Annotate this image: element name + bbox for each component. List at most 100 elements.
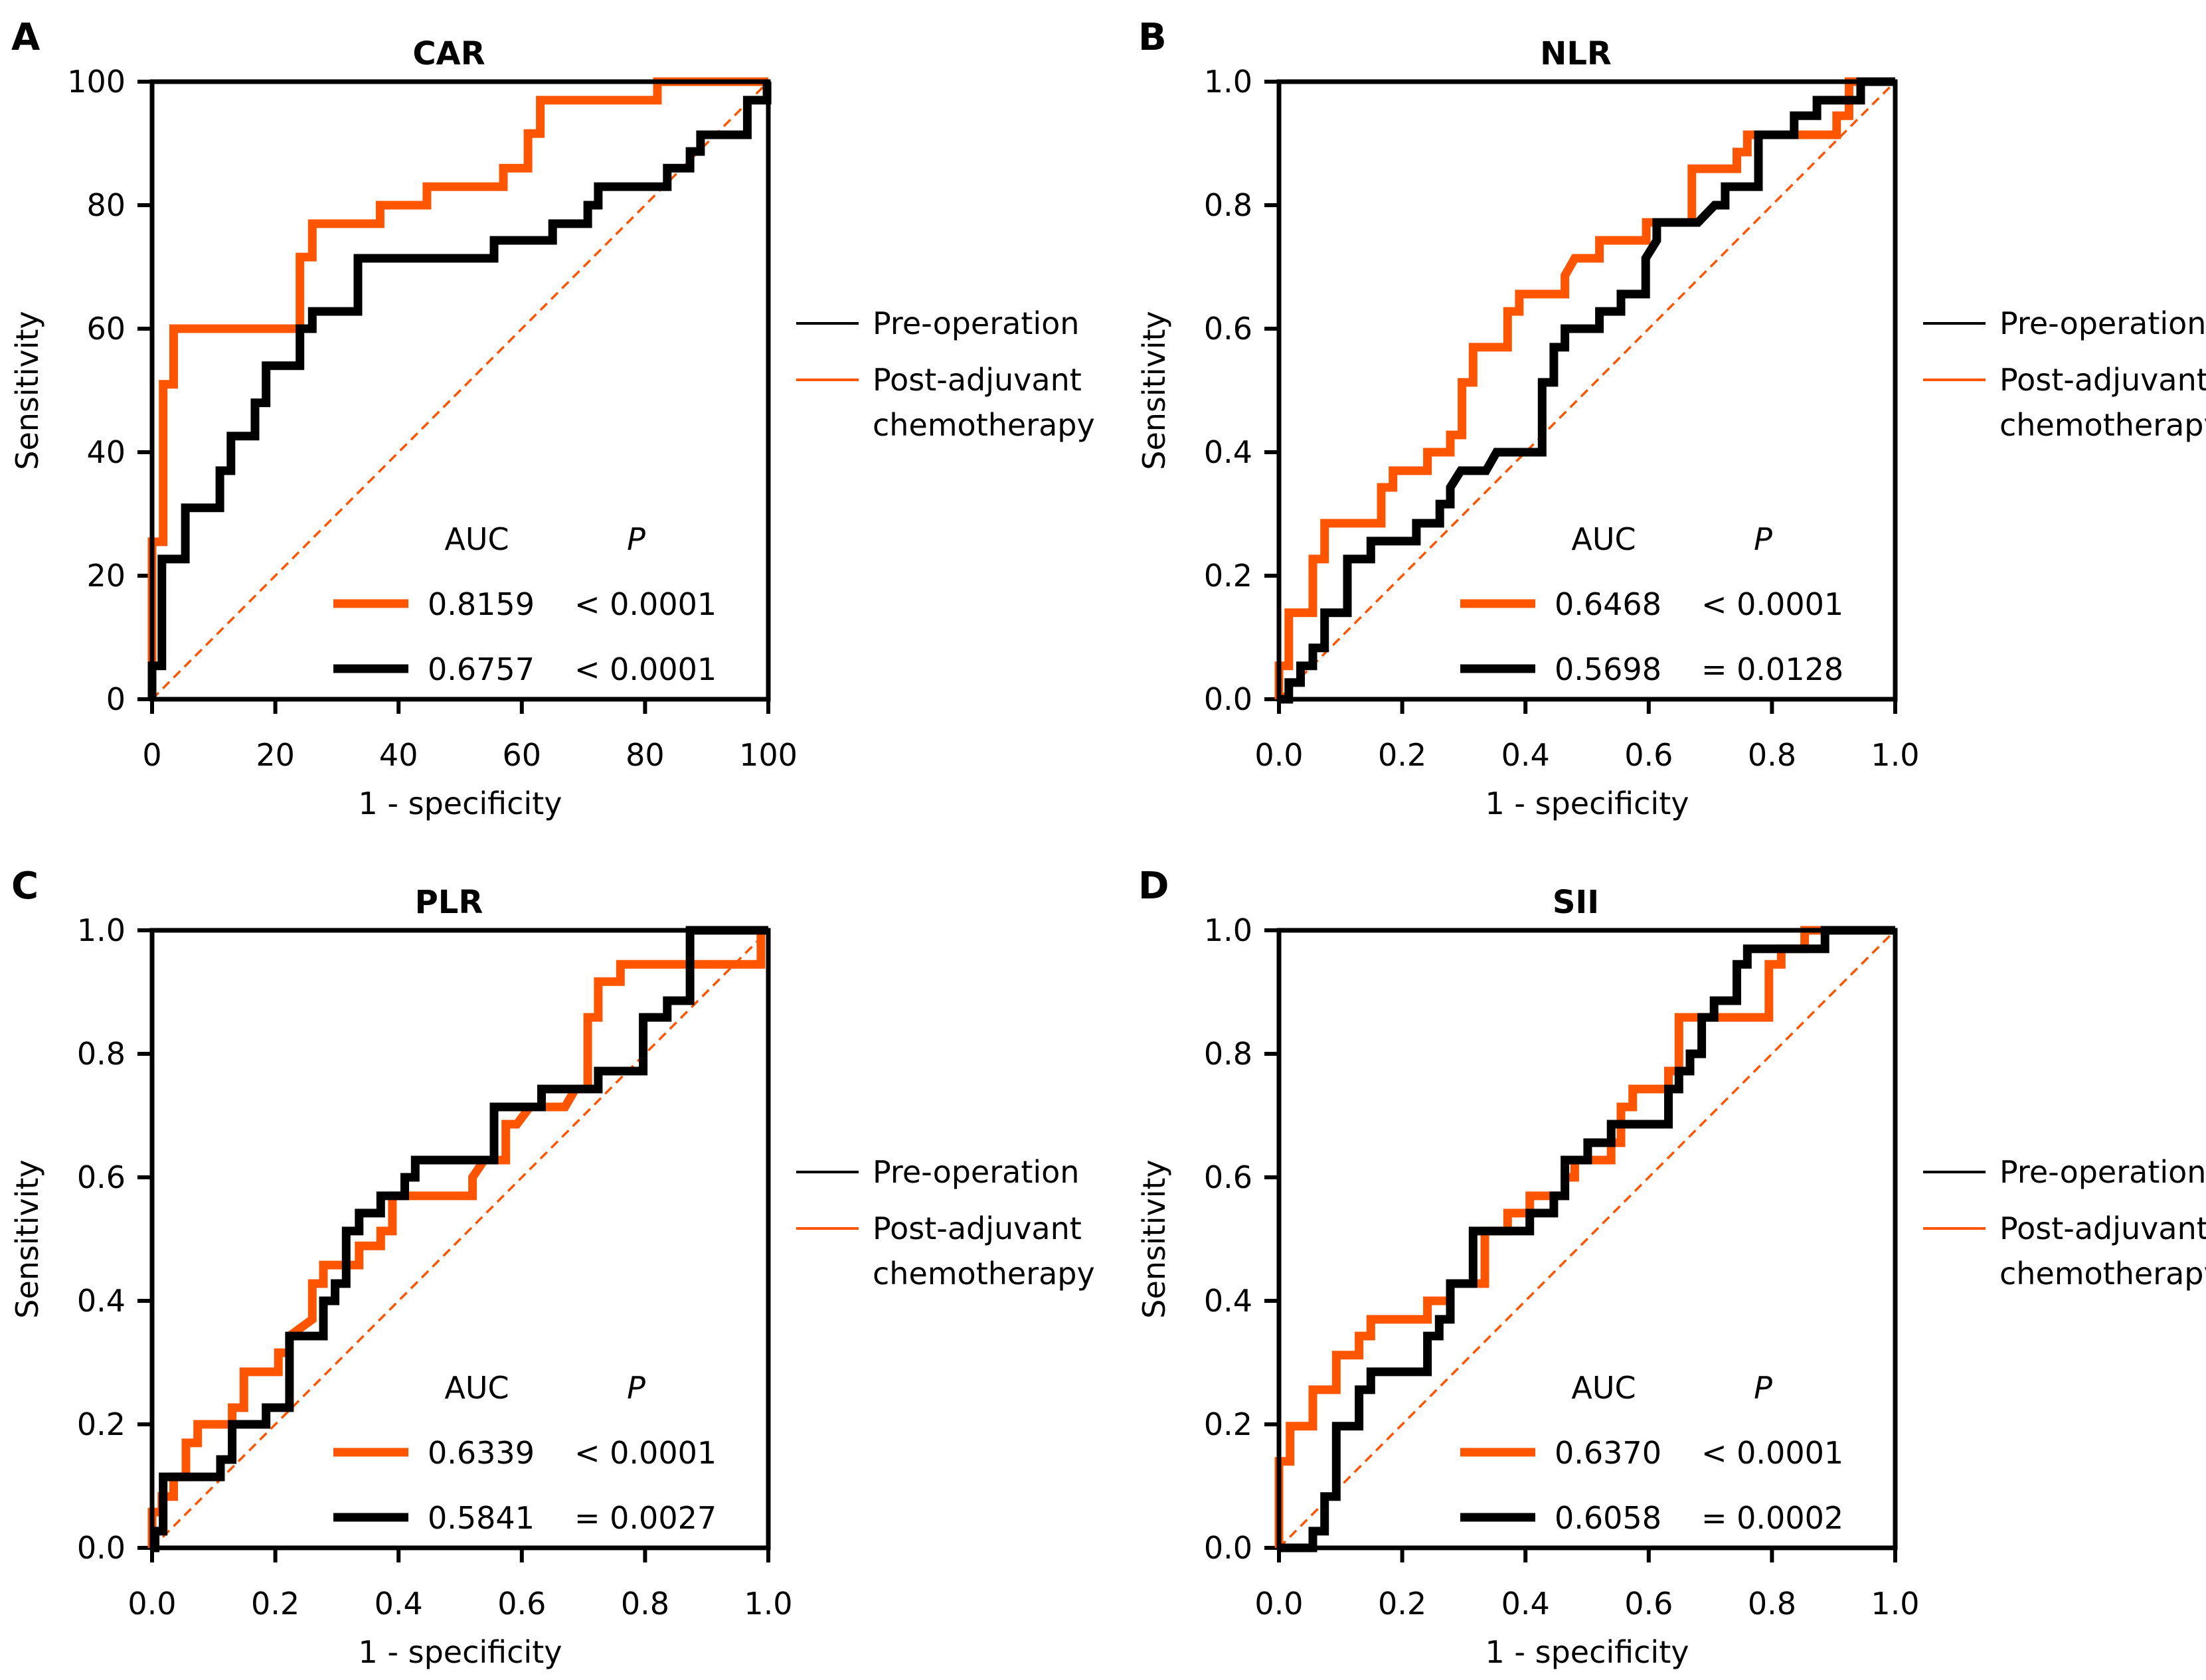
y-tick-label: 0.2 (1204, 558, 1252, 594)
x-tick-label: 1.0 (744, 1586, 792, 1622)
y-tick-label: 20 (86, 558, 126, 594)
legend-label-post-adjuvant: Post-adjuvant (1999, 362, 2206, 398)
x-tick-label: 0.4 (375, 1586, 423, 1622)
p-header: P (1754, 521, 1772, 557)
y-axis-label: Sensitivity (1136, 1159, 1172, 1318)
x-axis-label: 1 - specificity (359, 1634, 562, 1670)
p-value: = 0.0027 (574, 1500, 717, 1536)
y-tick-label: 1.0 (1204, 912, 1252, 948)
p-header: P (627, 1370, 645, 1406)
auc-header: AUC (444, 521, 509, 557)
x-axis-label: 1 - specificity (1485, 786, 1689, 821)
roc-curve-pre-operation (1279, 926, 1895, 1553)
auc-value: 0.6468 (1555, 586, 1661, 622)
auc-header: AUC (444, 1370, 509, 1406)
chart-title: NLR (1540, 35, 1612, 72)
y-tick-label: 0.6 (1204, 1159, 1252, 1195)
chart-title: PLR (415, 884, 483, 921)
x-tick-label: 0 (142, 737, 161, 773)
roc-curve-pre-operation (1279, 77, 1895, 704)
legend-label-chemotherapy: chemotherapy (1999, 1256, 2206, 1292)
x-tick-label: 40 (379, 737, 418, 773)
legend-label-post-adjuvant: Post-adjuvant (873, 1211, 1082, 1246)
legend-label-chemotherapy: chemotherapy (873, 407, 1095, 443)
x-tick-label: 0.2 (251, 1586, 299, 1622)
p-value: < 0.0001 (574, 586, 717, 622)
panel-letter: C (11, 865, 39, 908)
auc-value: 0.5841 (428, 1500, 535, 1536)
y-axis-label: Sensitivity (9, 1159, 45, 1318)
y-tick-label: 1.0 (77, 912, 126, 948)
x-tick-label: 100 (739, 737, 798, 773)
reference-diagonal-line (151, 929, 770, 1549)
legend-label-chemotherapy: chemotherapy (873, 1256, 1095, 1292)
y-tick-label: 0.2 (77, 1406, 126, 1442)
x-tick-label: 0.0 (1254, 1586, 1303, 1622)
auc-value: 0.8159 (428, 586, 535, 622)
p-value: = 0.0128 (1701, 651, 1843, 687)
auc-value: 0.5698 (1555, 651, 1661, 687)
p-value: < 0.0001 (1701, 1435, 1843, 1471)
x-tick-label: 0.8 (1748, 737, 1796, 773)
y-tick-label: 0 (106, 681, 126, 717)
y-tick-label: 60 (86, 311, 126, 347)
panel-letter: D (1138, 865, 1169, 908)
y-tick-label: 0.0 (77, 1530, 126, 1566)
y-tick-label: 80 (86, 187, 126, 223)
x-tick-label: 0.4 (1501, 737, 1550, 773)
y-axis-label: Sensitivity (1136, 311, 1172, 469)
auc-header: AUC (1571, 521, 1636, 557)
legend-label-pre-operation: Pre-operation (873, 1154, 1079, 1190)
plot-frame (149, 928, 771, 1551)
y-tick-label: 0.4 (77, 1283, 126, 1319)
x-tick-label: 80 (626, 737, 665, 773)
p-header: P (627, 521, 645, 557)
y-tick-label: 0.6 (77, 1159, 126, 1195)
auc-value: 0.6757 (428, 651, 535, 687)
roc-curve-pre-operation (147, 82, 772, 699)
x-tick-label: 0.8 (621, 1586, 669, 1622)
x-tick-label: 0.6 (1624, 737, 1673, 773)
roc-curve-pre-operation (151, 926, 768, 1553)
auc-value: 0.6339 (428, 1435, 535, 1471)
auc-header: AUC (1571, 1370, 1636, 1406)
x-tick-label: 20 (256, 737, 295, 773)
x-axis-label: 1 - specificity (359, 786, 562, 821)
y-tick-label: 0.8 (77, 1036, 126, 1072)
auc-value: 0.6370 (1555, 1435, 1661, 1471)
panel-c: C PLR 0.0 0.2 0.4 0.6 0.8 1.0 0.0 0.2 0.4 0.6 0.8 1.0… (9, 865, 1095, 1670)
x-tick-label: 0.8 (1748, 1586, 1796, 1622)
x-tick-label: 0.4 (1501, 1586, 1550, 1622)
x-tick-label: 0.2 (1378, 1586, 1426, 1622)
panel-a: A CAR 0 20 40 60 80 100 0 20 40 60 80 100 1 - specific… (9, 16, 1095, 821)
p-value: < 0.0001 (574, 1435, 717, 1471)
y-axis-label: Sensitivity (9, 311, 45, 469)
chart-title: SII (1553, 884, 1599, 921)
x-axis-label: 1 - specificity (1485, 1634, 1689, 1670)
y-tick-label: 0.4 (1204, 1283, 1252, 1319)
y-tick-label: 40 (86, 434, 126, 470)
roc-curve-post-adjuvant (1274, 926, 1895, 1548)
reference-diagonal-line (1278, 80, 1897, 701)
y-tick-label: 0.0 (1204, 1530, 1252, 1566)
y-tick-label: 0.4 (1204, 434, 1252, 470)
roc-curve-post-adjuvant (147, 77, 768, 699)
auc-value: 0.6058 (1555, 1500, 1661, 1536)
x-tick-label: 60 (503, 737, 542, 773)
p-header: P (1754, 1370, 1772, 1406)
legend-label-pre-operation: Pre-operation (1999, 305, 2206, 341)
panel-letter: B (1138, 16, 1167, 59)
y-tick-label: 0.6 (1204, 311, 1252, 347)
legend-label-chemotherapy: chemotherapy (1999, 407, 2206, 443)
panel-b: B NLR 0.0 0.2 0.4 0.6 0.8 1.0 0.0 0.2 0.4 0.6 0.8 1.0… (1136, 16, 2206, 821)
x-tick-label: 1.0 (1871, 737, 1919, 773)
y-tick-label: 0.0 (1204, 681, 1252, 717)
x-tick-label: 0.6 (497, 1586, 546, 1622)
p-value: < 0.0001 (1701, 586, 1843, 622)
plot-frame (149, 79, 771, 702)
plot-frame (1276, 79, 1898, 702)
plot-frame (1276, 928, 1898, 1551)
legend-label-pre-operation: Pre-operation (1999, 1154, 2206, 1190)
y-tick-label: 1.0 (1204, 64, 1252, 100)
